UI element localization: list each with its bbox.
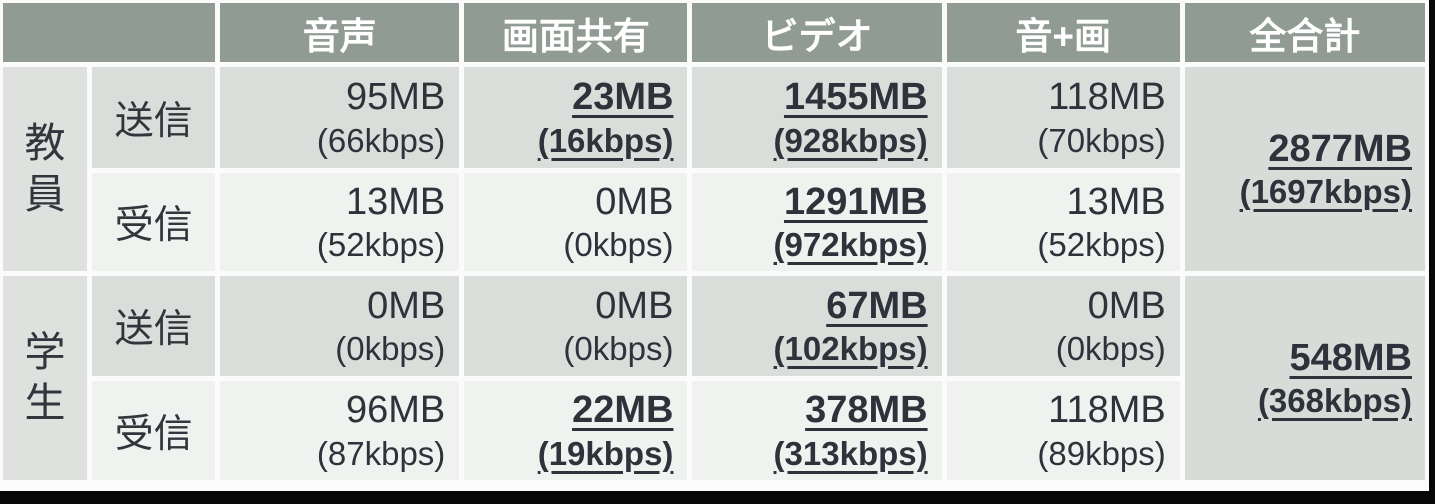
group-label-teacher: 教員: [3, 67, 88, 271]
value-cell-student-receive-audiovideo: 118MB (89kbps): [946, 381, 1180, 480]
value-cell-student-send-audio: 0MB (0kbps): [220, 276, 460, 376]
usage-table: 音声 画面共有 ビデオ 音+画 全合計 教員 送信 95MB (66kbps) …: [3, 3, 1425, 480]
direction-cell: 受信: [92, 173, 216, 271]
student-send-row: 学生 送信 0MB (0kbps) 0MB (0kbps) 67MB (102k…: [3, 276, 1425, 480]
student-receive-row: 受信 96MB (87kbps) 22MB (19kbps) 378MB (31…: [3, 381, 1425, 480]
value-cell-teacher-send-audio: 95MB (66kbps): [220, 67, 460, 168]
slide-bottom-edge: [0, 491, 1435, 504]
total-cell-student: 548MB (368kbps): [1184, 276, 1425, 480]
group-label-teacher-text: 教員: [24, 119, 66, 217]
value-cell-student-send-screenshare: 0MB (0kbps): [464, 276, 688, 376]
group-label-student-text: 学生: [24, 328, 66, 426]
value-cell-student-send-audiovideo: 0MB (0kbps): [946, 276, 1180, 376]
value-cell-student-receive-video: 378MB (313kbps): [692, 381, 942, 480]
header-cell-corner: [3, 3, 216, 62]
header-cell-audio-video: 音+画: [946, 3, 1180, 62]
group-label-student: 学生: [3, 276, 88, 480]
header-cell-grand-total: 全合計: [1184, 3, 1425, 62]
header-cell-video: ビデオ: [692, 3, 942, 62]
value-cell-teacher-send-screenshare: 23MB (16kbps): [464, 67, 688, 168]
value-cell-teacher-send-video: 1455MB (928kbps): [692, 67, 942, 168]
value-cell-student-receive-screenshare: 22MB (19kbps): [464, 381, 688, 480]
direction-cell: 送信: [92, 67, 216, 168]
slide-right-edge: [1429, 0, 1435, 504]
value-cell-teacher-send-audiovideo: 118MB (70kbps): [946, 67, 1180, 168]
value-cell-teacher-receive-audiovideo: 13MB (52kbps): [946, 173, 1180, 271]
direction-cell: 受信: [92, 381, 216, 480]
header-row: 音声 画面共有 ビデオ 音+画 全合計: [3, 3, 1425, 62]
value-cell-student-send-video: 67MB (102kbps): [692, 276, 942, 376]
teacher-send-row: 教員 送信 95MB (66kbps) 23MB (16kbps) 1455MB…: [3, 67, 1425, 271]
value-cell-student-receive-audio: 96MB (87kbps): [220, 381, 460, 480]
value-cell-teacher-receive-screenshare: 0MB (0kbps): [464, 173, 688, 271]
teacher-receive-row: 受信 13MB (52kbps) 0MB (0kbps) 1291MB (972…: [3, 173, 1425, 271]
value-cell-teacher-receive-video: 1291MB (972kbps): [692, 173, 942, 271]
total-cell-teacher: 2877MB (1697kbps): [1184, 67, 1425, 271]
header-cell-audio: 音声: [220, 3, 460, 62]
value-cell-teacher-receive-audio: 13MB (52kbps): [220, 173, 460, 271]
header-cell-screenshare: 画面共有: [464, 3, 688, 62]
direction-cell: 送信: [92, 276, 216, 376]
